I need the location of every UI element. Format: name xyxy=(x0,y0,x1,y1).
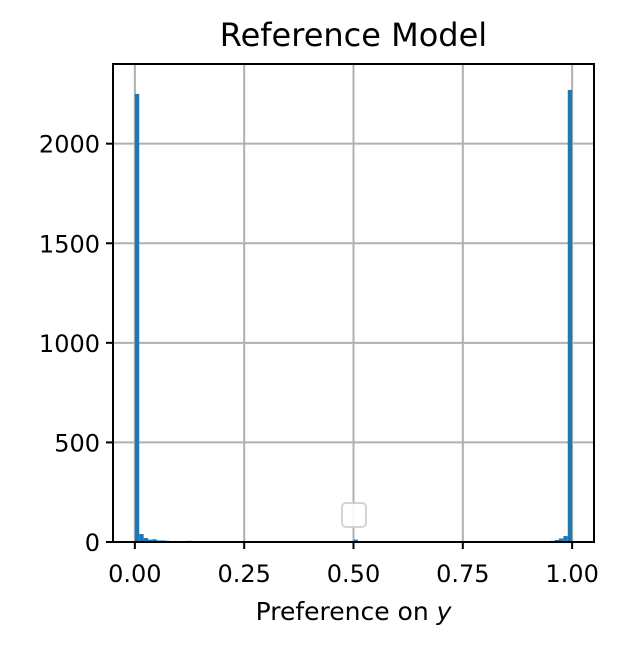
y-tick-label: 1000 xyxy=(39,330,100,358)
histogram-bar xyxy=(353,539,358,542)
histogram-bar xyxy=(143,538,148,542)
y-tick-label: 0 xyxy=(85,529,100,557)
x-tick-label: 0.75 xyxy=(436,560,489,588)
histogram-bar xyxy=(139,534,144,542)
x-tick-label: 0.00 xyxy=(108,560,161,588)
histogram-bar xyxy=(563,536,568,542)
histogram-bar xyxy=(147,539,153,542)
y-axis-ticks: 0 500 1000 1500 2000 xyxy=(39,131,113,557)
histogram-bar xyxy=(567,89,573,543)
grid-lines xyxy=(113,64,594,543)
x-axis-label-text: Preference on xyxy=(256,597,437,626)
y-tick-label: 2000 xyxy=(39,131,100,159)
chart-title: Reference Model xyxy=(220,16,487,54)
histogram-bar xyxy=(152,539,157,542)
y-tick-label: 1500 xyxy=(39,230,100,258)
x-tick-label: 0.50 xyxy=(327,560,380,588)
x-tick-label: 1.00 xyxy=(545,560,598,588)
histogram-bar xyxy=(559,538,564,542)
histogram-bar xyxy=(134,93,140,542)
x-axis-ticks: 0.00 0.25 0.50 0.75 1.00 xyxy=(108,542,599,588)
x-tick-label: 0.25 xyxy=(217,560,270,588)
y-tick-label: 500 xyxy=(54,429,100,457)
legend-box xyxy=(341,502,367,528)
x-axis-label-variable: y xyxy=(436,597,453,626)
x-axis-label: Preference on y xyxy=(256,597,453,626)
